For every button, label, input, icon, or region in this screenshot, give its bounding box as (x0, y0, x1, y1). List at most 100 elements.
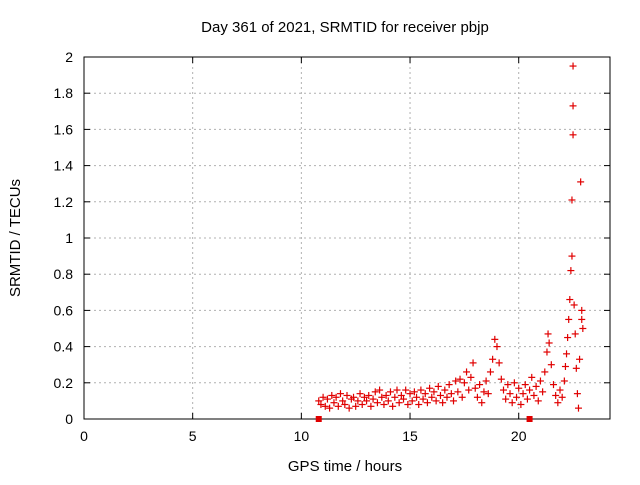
data-point (360, 393, 368, 401)
data-point (452, 377, 460, 385)
data-point (482, 377, 490, 385)
data-point (358, 401, 366, 409)
data-point (376, 386, 384, 394)
x-tick-label: 5 (189, 428, 197, 444)
data-point (572, 364, 580, 372)
data-point (386, 388, 394, 396)
data-point (436, 391, 444, 399)
data-point (502, 395, 510, 403)
data-point (430, 388, 438, 396)
data-point (343, 391, 351, 399)
data-point (564, 334, 572, 342)
data-point (423, 399, 431, 407)
data-point (317, 401, 325, 409)
data-point (480, 388, 488, 396)
y-tick-label: 0 (65, 411, 73, 427)
data-point (486, 368, 494, 376)
y-tick-label: 1 (65, 230, 73, 246)
data-point (400, 395, 408, 403)
data-point (560, 377, 568, 385)
baseline-marker (526, 416, 533, 422)
data-point (445, 381, 453, 389)
data-point (528, 373, 536, 381)
y-tick-label: 0.8 (54, 266, 74, 282)
data-point (315, 397, 323, 405)
data-point (497, 375, 505, 383)
x-axis-label: GPS time / hours (288, 458, 402, 475)
data-point (534, 397, 542, 405)
data-point (508, 399, 516, 407)
y-tick-label: 1.4 (54, 158, 74, 174)
data-point (576, 355, 584, 363)
data-point (504, 381, 512, 389)
data-point (558, 393, 566, 401)
data-point (460, 379, 468, 387)
data-point (419, 395, 427, 403)
data-point (545, 339, 553, 347)
data-point (495, 359, 503, 367)
data-point (484, 390, 492, 398)
data-point (432, 397, 440, 405)
data-point (371, 388, 379, 396)
data-point (541, 368, 549, 376)
data-point (526, 386, 534, 394)
data-point (570, 301, 578, 309)
y-axis-label: SRMTID / TECUs (7, 179, 24, 297)
data-point (350, 393, 358, 401)
data-point (561, 363, 569, 371)
data-point (384, 397, 392, 405)
data-point (345, 404, 353, 412)
data-point (363, 397, 371, 405)
data-point (467, 373, 475, 381)
data-point (515, 384, 523, 392)
data-point (578, 306, 586, 314)
data-point (513, 393, 521, 401)
data-point (552, 391, 560, 399)
data-point (406, 390, 414, 398)
data-point (567, 267, 575, 275)
baseline-markers (315, 416, 533, 422)
data-point (428, 393, 436, 401)
data-point (463, 368, 471, 376)
data-point (334, 402, 342, 410)
data-point (578, 315, 586, 323)
data-point (569, 131, 577, 139)
data-point (565, 315, 573, 323)
data-point (523, 395, 531, 403)
data-point (471, 384, 479, 392)
data-point (519, 390, 527, 398)
data-point (568, 252, 576, 260)
data-point (571, 330, 579, 338)
data-point (369, 395, 377, 403)
y-tick-label: 1.8 (54, 85, 74, 101)
data-point (450, 397, 458, 405)
data-point (393, 386, 401, 394)
data-point (456, 375, 464, 383)
y-tick-label: 1.2 (54, 194, 74, 210)
data-point (547, 361, 555, 369)
data-point (458, 393, 466, 401)
data-point (321, 402, 329, 410)
data-point (339, 397, 347, 405)
data-point (397, 391, 405, 399)
data-point (389, 402, 397, 410)
data-point (517, 401, 525, 409)
axis-ticks: 0 5 10 15 20 0 0.2 0.4 0.6 0.8 1 1.2 1.4 1.6 1.8 2 (54, 49, 610, 444)
data-point (563, 350, 571, 358)
data-point (367, 402, 375, 410)
chart-title: Day 361 of 2021, SRMTID for receiver pbj… (201, 19, 489, 36)
x-tick-label: 15 (402, 428, 418, 444)
data-point (530, 391, 538, 399)
data-point (568, 196, 576, 204)
data-point (356, 390, 364, 398)
data-point (443, 393, 451, 401)
data-point (391, 393, 399, 401)
data-point (569, 102, 577, 110)
y-tick-label: 0.4 (54, 339, 74, 355)
data-point (532, 382, 540, 390)
data-point (330, 399, 338, 407)
data-point (554, 399, 562, 407)
data-point (454, 388, 462, 396)
data-point (493, 343, 501, 351)
